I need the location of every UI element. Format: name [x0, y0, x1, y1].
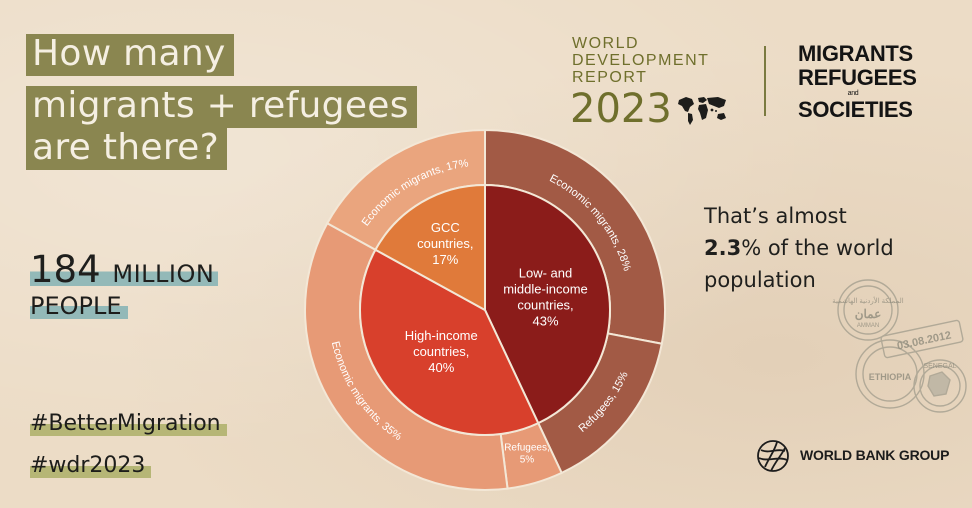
migration-donut-chart: Low- and middle-income countries, 43% High-i… — [304, 128, 666, 491]
stat-people: PEOPLE — [30, 290, 128, 322]
label-outer-hi-refugees: Refugees, 5% — [504, 443, 550, 466]
slice-gcc — [374, 183, 486, 312]
theme-and: and — [847, 90, 859, 97]
callout-highlight: 2.3 — [704, 236, 742, 260]
label-gcc: GCC countries, 17% — [417, 220, 473, 267]
report-title-line: WORLD — [572, 35, 640, 52]
stamp-senegal: SENEGAL — [923, 363, 956, 370]
stamp-ethiopia: ETHIOPIA — [869, 372, 912, 382]
world-map-icon — [678, 97, 726, 125]
stamp-arabic: المملكة الأردنية الهاشمية — [832, 295, 904, 305]
headline-line-1: How many — [26, 34, 234, 76]
report-year: 2023 — [570, 86, 672, 132]
report-title-line: DEVELOPMENT — [572, 52, 710, 69]
hashtag-better-migration[interactable]: #BetterMigration — [30, 410, 227, 438]
globe-icon — [757, 440, 789, 472]
theme-line: MIGRANTS — [798, 41, 913, 66]
label-high-income: High-income countries, 40% — [405, 328, 478, 375]
slice-low-middle-income — [484, 183, 611, 425]
theme-line: SOCIETIES — [798, 97, 913, 122]
headline-line-3: are there? — [26, 128, 228, 170]
stamp-arabic-city: عمان — [855, 307, 882, 321]
stat-value: 184 — [30, 248, 101, 291]
stat-unit: MILLION — [112, 260, 215, 288]
slice-high-income — [359, 248, 540, 436]
stamp-amman: AMMAN — [857, 323, 879, 329]
callout-text: That’s almost 2.3% of the world populati… — [704, 200, 944, 296]
passport-stamps: المملكة الأردنية الهاشمية عمان AMMAN 03.… — [832, 279, 967, 413]
stat-number: 184 MILLION — [30, 248, 219, 294]
hashtag-wdr2023[interactable]: #wdr2023 — [30, 452, 152, 480]
report-title: WORLD DEVELOPMENT REPORT — [572, 35, 709, 86]
callout-post: % of the world population — [704, 236, 894, 292]
logo-divider — [764, 46, 766, 116]
callout-pre: That’s almost — [704, 204, 847, 228]
headline-line-2: migrants + refugees — [26, 86, 417, 128]
world-bank-group-wordmark: WORLD BANK GROUP — [800, 447, 950, 463]
theme-logo: MIGRANTS REFUGEES and SOCIETIES — [798, 42, 917, 122]
theme-line: REFUGEES — [798, 65, 917, 90]
label-low-middle-income: Low- and middle-income countries, 43% — [503, 265, 588, 328]
report-title-line: REPORT — [572, 69, 648, 86]
